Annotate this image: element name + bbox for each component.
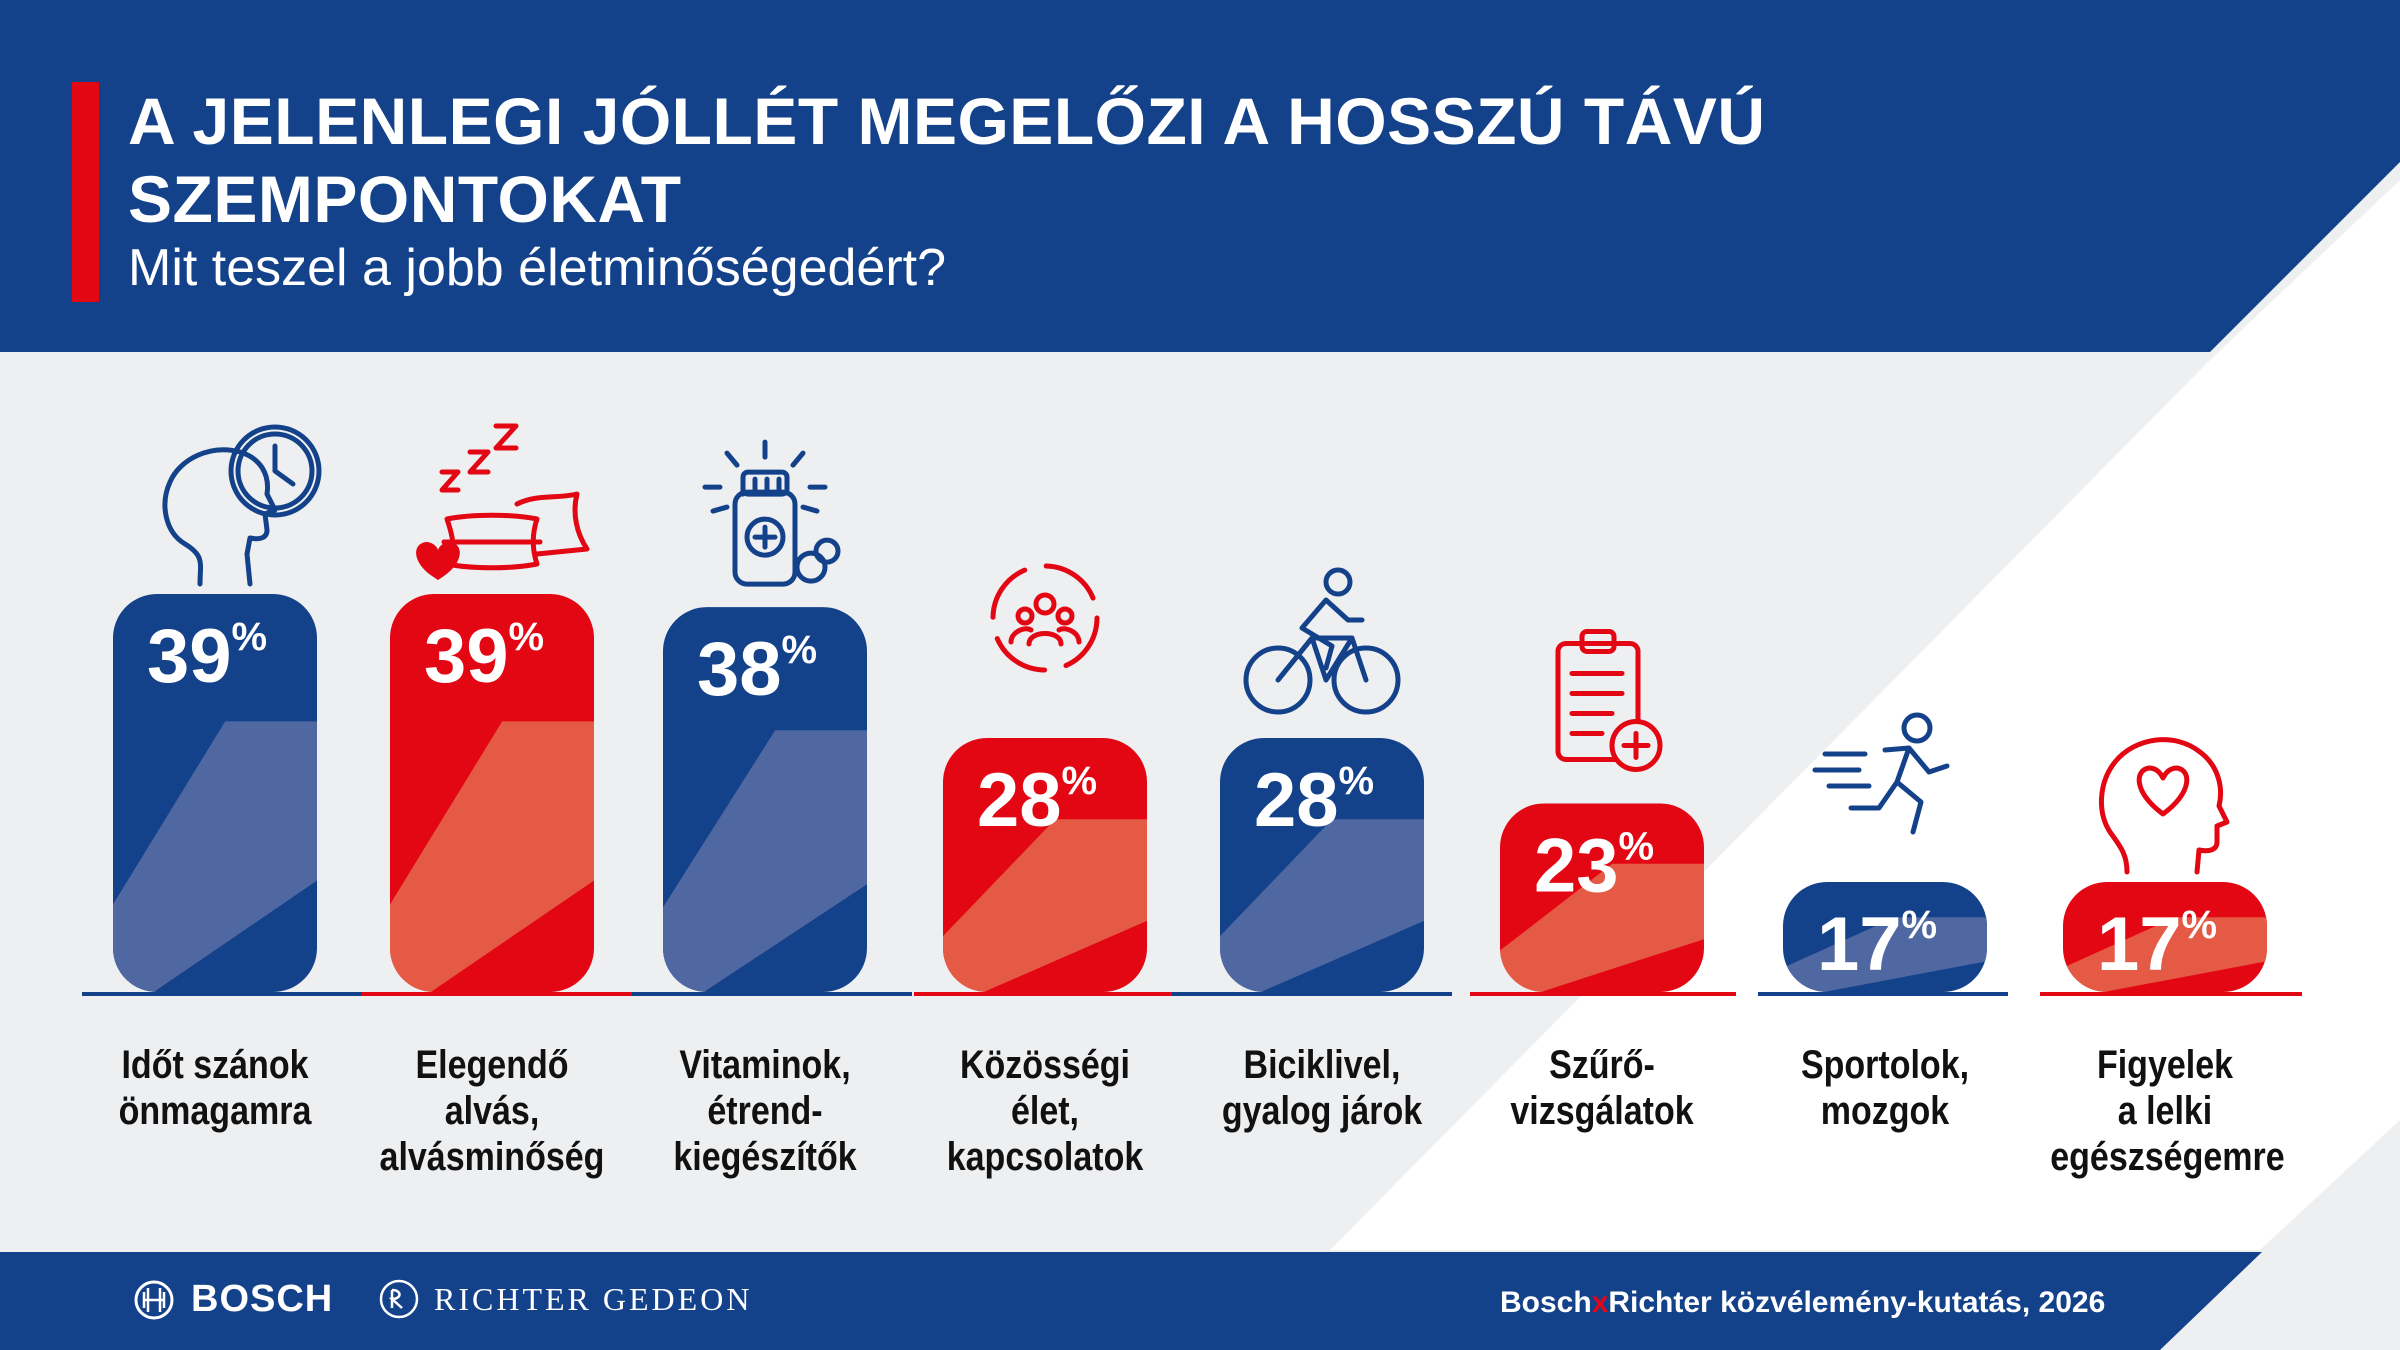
bosch-wordmark: BOSCH <box>191 1278 334 1320</box>
page-subtitle: Mit teszel a jobb életminőségedért? <box>128 239 947 297</box>
category-label: Közösségi élet, kapcsolatok <box>946 1043 1144 1179</box>
category-label: Sportolok, mozgok <box>1800 1043 1970 1133</box>
bar-group: 39% <box>362 426 662 996</box>
category-label: Vitaminok, étrend- kiegészítők <box>673 1043 857 1179</box>
category-label: Elegendő alvás, alvásminőség <box>379 1043 605 1179</box>
source-brand-a: Bosch <box>1500 1286 1592 1319</box>
head-clock-icon <box>165 427 319 584</box>
bicycle-icon <box>1246 570 1398 712</box>
category-label: Szűrő- vizsgálatok <box>1510 1043 1694 1133</box>
page-title: A JELENLEGI JÓLLÉT MEGELŐZI A HOSSZÚ TÁV… <box>128 84 1766 236</box>
richter-seal-icon <box>379 1279 419 1319</box>
percent-sign: % <box>781 628 817 672</box>
bar-highlight <box>1500 863 1704 992</box>
running-person-icon <box>1815 715 1947 832</box>
source-separator: x <box>1591 1286 1609 1319</box>
bar-highlight <box>1783 917 1987 992</box>
bar-highlight <box>1220 819 1424 992</box>
percent-sign: % <box>1338 759 1374 803</box>
pill-bottle-icon <box>705 442 838 584</box>
head-heart-icon <box>2101 740 2227 872</box>
bar-group: 17% <box>2040 740 2302 996</box>
bar-highlight <box>113 721 317 992</box>
richter-logo: RICHTER GEDEON <box>378 1278 752 1320</box>
bar-group: 39% <box>82 427 382 996</box>
source-brand-b: Richter közvélemény-kutatás, 2026 <box>1608 1286 2106 1319</box>
bosch-logo: BOSCH <box>133 1278 333 1321</box>
clipboard-medical-icon <box>1558 631 1660 769</box>
header-band <box>0 0 2400 352</box>
bar-value-label: 23% <box>1534 823 1654 908</box>
bosch-armature-icon <box>134 1280 174 1319</box>
bar-group: 28% <box>1172 570 1452 996</box>
footer-band <box>0 1252 2262 1350</box>
percent-sign: % <box>508 615 544 659</box>
category-label: Biciklivel, gyalog járok <box>1221 1043 1423 1133</box>
percent-sign: % <box>1901 903 1937 947</box>
bar-highlight <box>943 819 1147 992</box>
bar-group: 38% <box>632 442 912 996</box>
community-icon <box>993 566 1097 670</box>
survey-source: BoschxRichter közvélemény-kutatás, 2026 <box>1500 1286 2105 1320</box>
percent-sign: % <box>231 615 267 659</box>
bar-highlight <box>663 730 867 992</box>
sleep-pillow-icon <box>416 426 587 580</box>
bar-group: 28% <box>914 566 1194 996</box>
title-accent-bar <box>72 82 99 302</box>
richter-wordmark: RICHTER GEDEON <box>434 1280 753 1317</box>
bar-group: 23% <box>1470 631 1736 996</box>
percent-sign: % <box>2181 903 2217 947</box>
category-label: Figyelek a lelki egészségemre <box>2050 1043 2285 1179</box>
percent-sign: % <box>1061 759 1097 803</box>
bar-group: 17% <box>1758 715 2008 996</box>
bar-highlight <box>390 721 594 992</box>
percent-sign: % <box>1618 824 1654 868</box>
category-label: Időt szánok önmagamra <box>118 1043 312 1133</box>
bar-highlight <box>2063 917 2267 992</box>
